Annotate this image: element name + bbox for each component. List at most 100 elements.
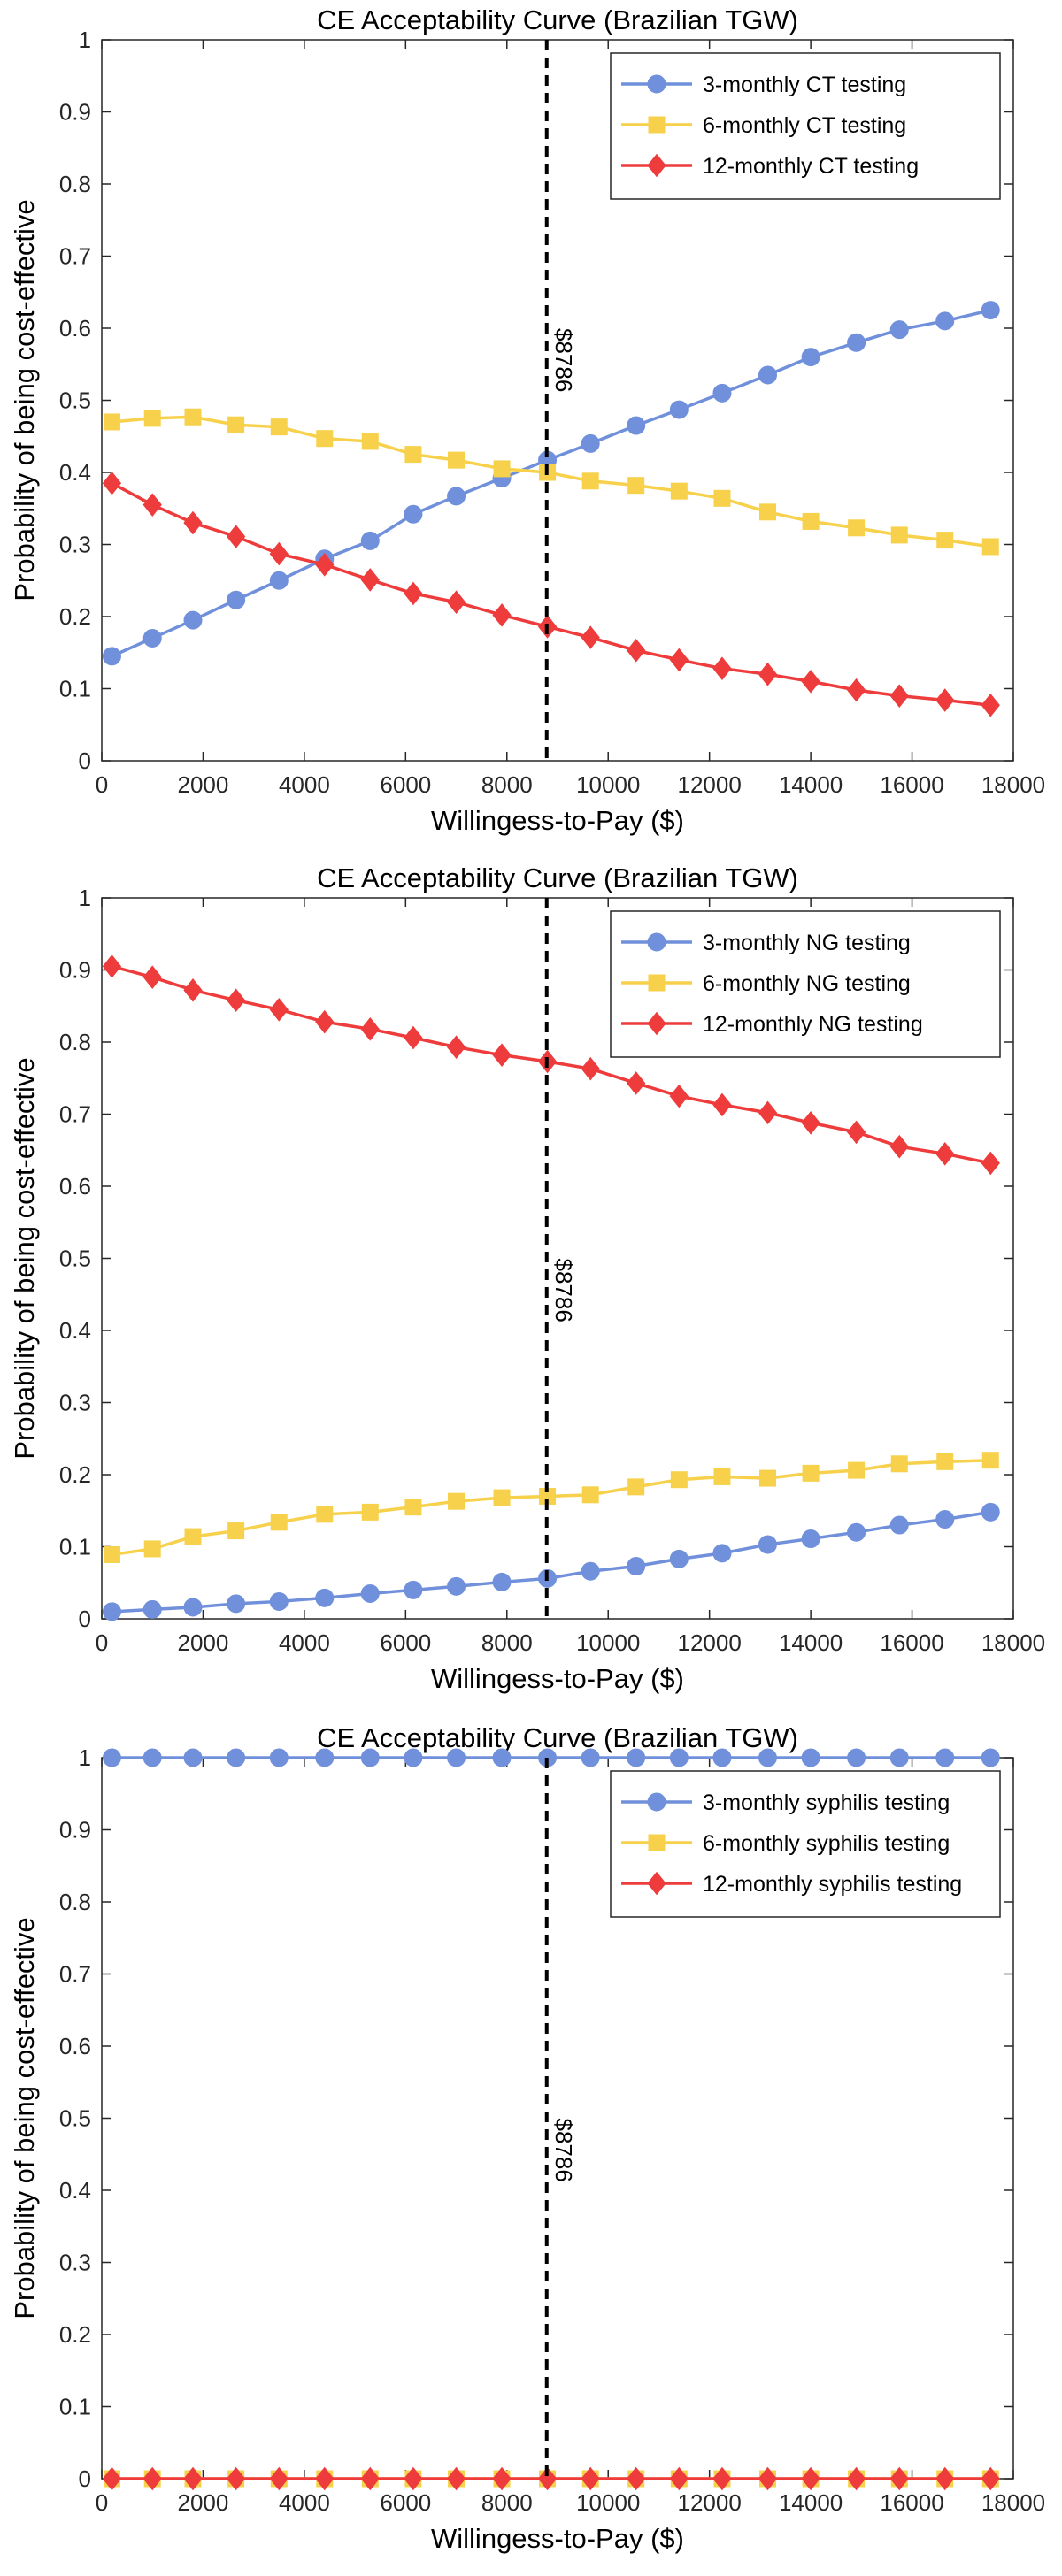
x-tick-label: 4000 xyxy=(279,1629,330,1656)
y-axis: 0 0.1 0.2 0.3 0.4 0.5 0.6 0.7 0.8 0.9 1 xyxy=(59,885,1013,1632)
data-point xyxy=(102,954,122,978)
data-point xyxy=(936,532,954,549)
data-point xyxy=(712,656,732,680)
y-tick-label: 0.1 xyxy=(59,2394,91,2420)
data-point xyxy=(935,1142,955,1166)
data-point xyxy=(670,482,688,500)
data-point xyxy=(316,430,334,448)
data-point xyxy=(712,1092,732,1117)
legend-label: 3-monthly NG testing xyxy=(703,931,911,955)
data-point xyxy=(627,416,646,435)
y-tick-label: 0.7 xyxy=(59,1961,91,1988)
x-tick-label: 16000 xyxy=(880,2489,943,2516)
data-point xyxy=(847,333,866,352)
data-point xyxy=(846,2466,866,2491)
x-tick-label: 16000 xyxy=(880,1629,943,1656)
threshold-label: $8786 xyxy=(550,328,577,392)
legend-item: 12-monthly NG testing xyxy=(621,1011,923,1037)
data-point xyxy=(142,1599,162,1619)
data-point xyxy=(404,1580,423,1599)
chart-panel-1: CE Acceptability Curve (Brazilian TGW) 0 2… xyxy=(9,4,1045,836)
data-point xyxy=(758,1100,778,1125)
data-point xyxy=(889,1748,909,1767)
y-tick-label: 0.4 xyxy=(59,459,91,486)
data-point xyxy=(404,581,423,606)
y-tick-label: 0 xyxy=(79,1606,91,1632)
data-point xyxy=(758,1469,776,1487)
y-tick-label: 0.4 xyxy=(59,1317,91,1344)
data-point xyxy=(142,2466,162,2491)
y-tick-label: 0.6 xyxy=(59,1173,91,1200)
data-point xyxy=(581,1561,600,1581)
legend-marker xyxy=(647,1792,666,1812)
legend-item: 3-monthly CT testing xyxy=(621,73,906,97)
y-tick-label: 0.8 xyxy=(59,1889,91,1915)
x-tick-label: 14000 xyxy=(779,2489,843,2516)
legend: 3-monthly syphilis testing 6-monthly syph… xyxy=(610,1770,1001,1918)
x-tick-label: 0 xyxy=(96,1629,108,1656)
data-point xyxy=(360,2466,380,2491)
y-tick-label: 0.2 xyxy=(59,2321,91,2348)
x-axis-label: Willingess-to-Pay ($) xyxy=(431,805,684,836)
data-point xyxy=(581,1486,599,1504)
data-point xyxy=(801,670,820,694)
data-point xyxy=(627,639,646,663)
data-point xyxy=(103,1545,120,1563)
data-point xyxy=(142,1748,162,1767)
data-point xyxy=(360,568,380,592)
data-point xyxy=(627,1478,645,1496)
legend-label: 6-monthly NG testing xyxy=(703,971,911,996)
legend-label: 3-monthly syphilis testing xyxy=(703,1790,950,1815)
y-tick-label: 0.5 xyxy=(59,387,91,414)
x-tick-label: 8000 xyxy=(481,771,533,798)
data-point xyxy=(103,413,120,431)
data-point xyxy=(758,2466,778,2491)
data-point xyxy=(846,678,866,702)
chart-title: CE Acceptability Curve (Brazilian TGW) xyxy=(317,1722,798,1753)
data-point xyxy=(226,988,246,1013)
legend-label: 3-monthly CT testing xyxy=(703,73,906,97)
data-point xyxy=(227,1594,246,1614)
series-12-monthly-ct-testing xyxy=(102,471,1000,717)
data-point xyxy=(183,1598,203,1617)
data-point xyxy=(493,1489,511,1506)
y-tick-label: 0.1 xyxy=(59,676,91,702)
data-point xyxy=(492,1043,512,1067)
data-point xyxy=(581,1748,600,1767)
data-point xyxy=(669,648,689,672)
threshold-label: $8786 xyxy=(550,1259,577,1322)
data-point xyxy=(889,2466,909,2491)
y-tick-label: 1 xyxy=(79,27,91,53)
data-point xyxy=(935,688,955,712)
data-point xyxy=(801,348,820,367)
legend-item: 12-monthly CT testing xyxy=(621,153,919,179)
data-point xyxy=(183,2466,203,2491)
y-tick-label: 0.5 xyxy=(59,2105,91,2132)
data-point xyxy=(447,1576,466,1596)
data-point xyxy=(183,610,203,630)
data-point xyxy=(935,311,955,331)
data-point xyxy=(712,1544,732,1563)
x-tick-label: 2000 xyxy=(178,1629,229,1656)
x-axis: 0 2000 4000 6000 8000 10000 12000 14000 16000 180… xyxy=(96,898,1045,1656)
x-tick-label: 12000 xyxy=(678,1629,742,1656)
data-point xyxy=(936,1453,954,1470)
data-point xyxy=(890,1455,908,1473)
data-point xyxy=(269,2466,289,2491)
data-point xyxy=(102,471,122,495)
data-point xyxy=(712,383,732,402)
legend-label: 6-monthly CT testing xyxy=(703,113,906,138)
legend-label: 12-monthly NG testing xyxy=(703,1012,923,1037)
data-point xyxy=(227,416,245,433)
x-tick-label: 10000 xyxy=(576,2489,640,2516)
chart-title: CE Acceptability Curve (Brazilian TGW) xyxy=(317,4,798,35)
legend-item: 12-monthly syphilis testing xyxy=(621,1871,962,1897)
data-point xyxy=(404,1748,423,1767)
data-point xyxy=(447,1748,466,1767)
data-point xyxy=(758,503,776,521)
data-point xyxy=(315,553,335,577)
data-point xyxy=(404,504,423,524)
data-point xyxy=(448,451,466,469)
y-tick-label: 0.2 xyxy=(59,1461,91,1488)
data-point xyxy=(361,433,379,450)
